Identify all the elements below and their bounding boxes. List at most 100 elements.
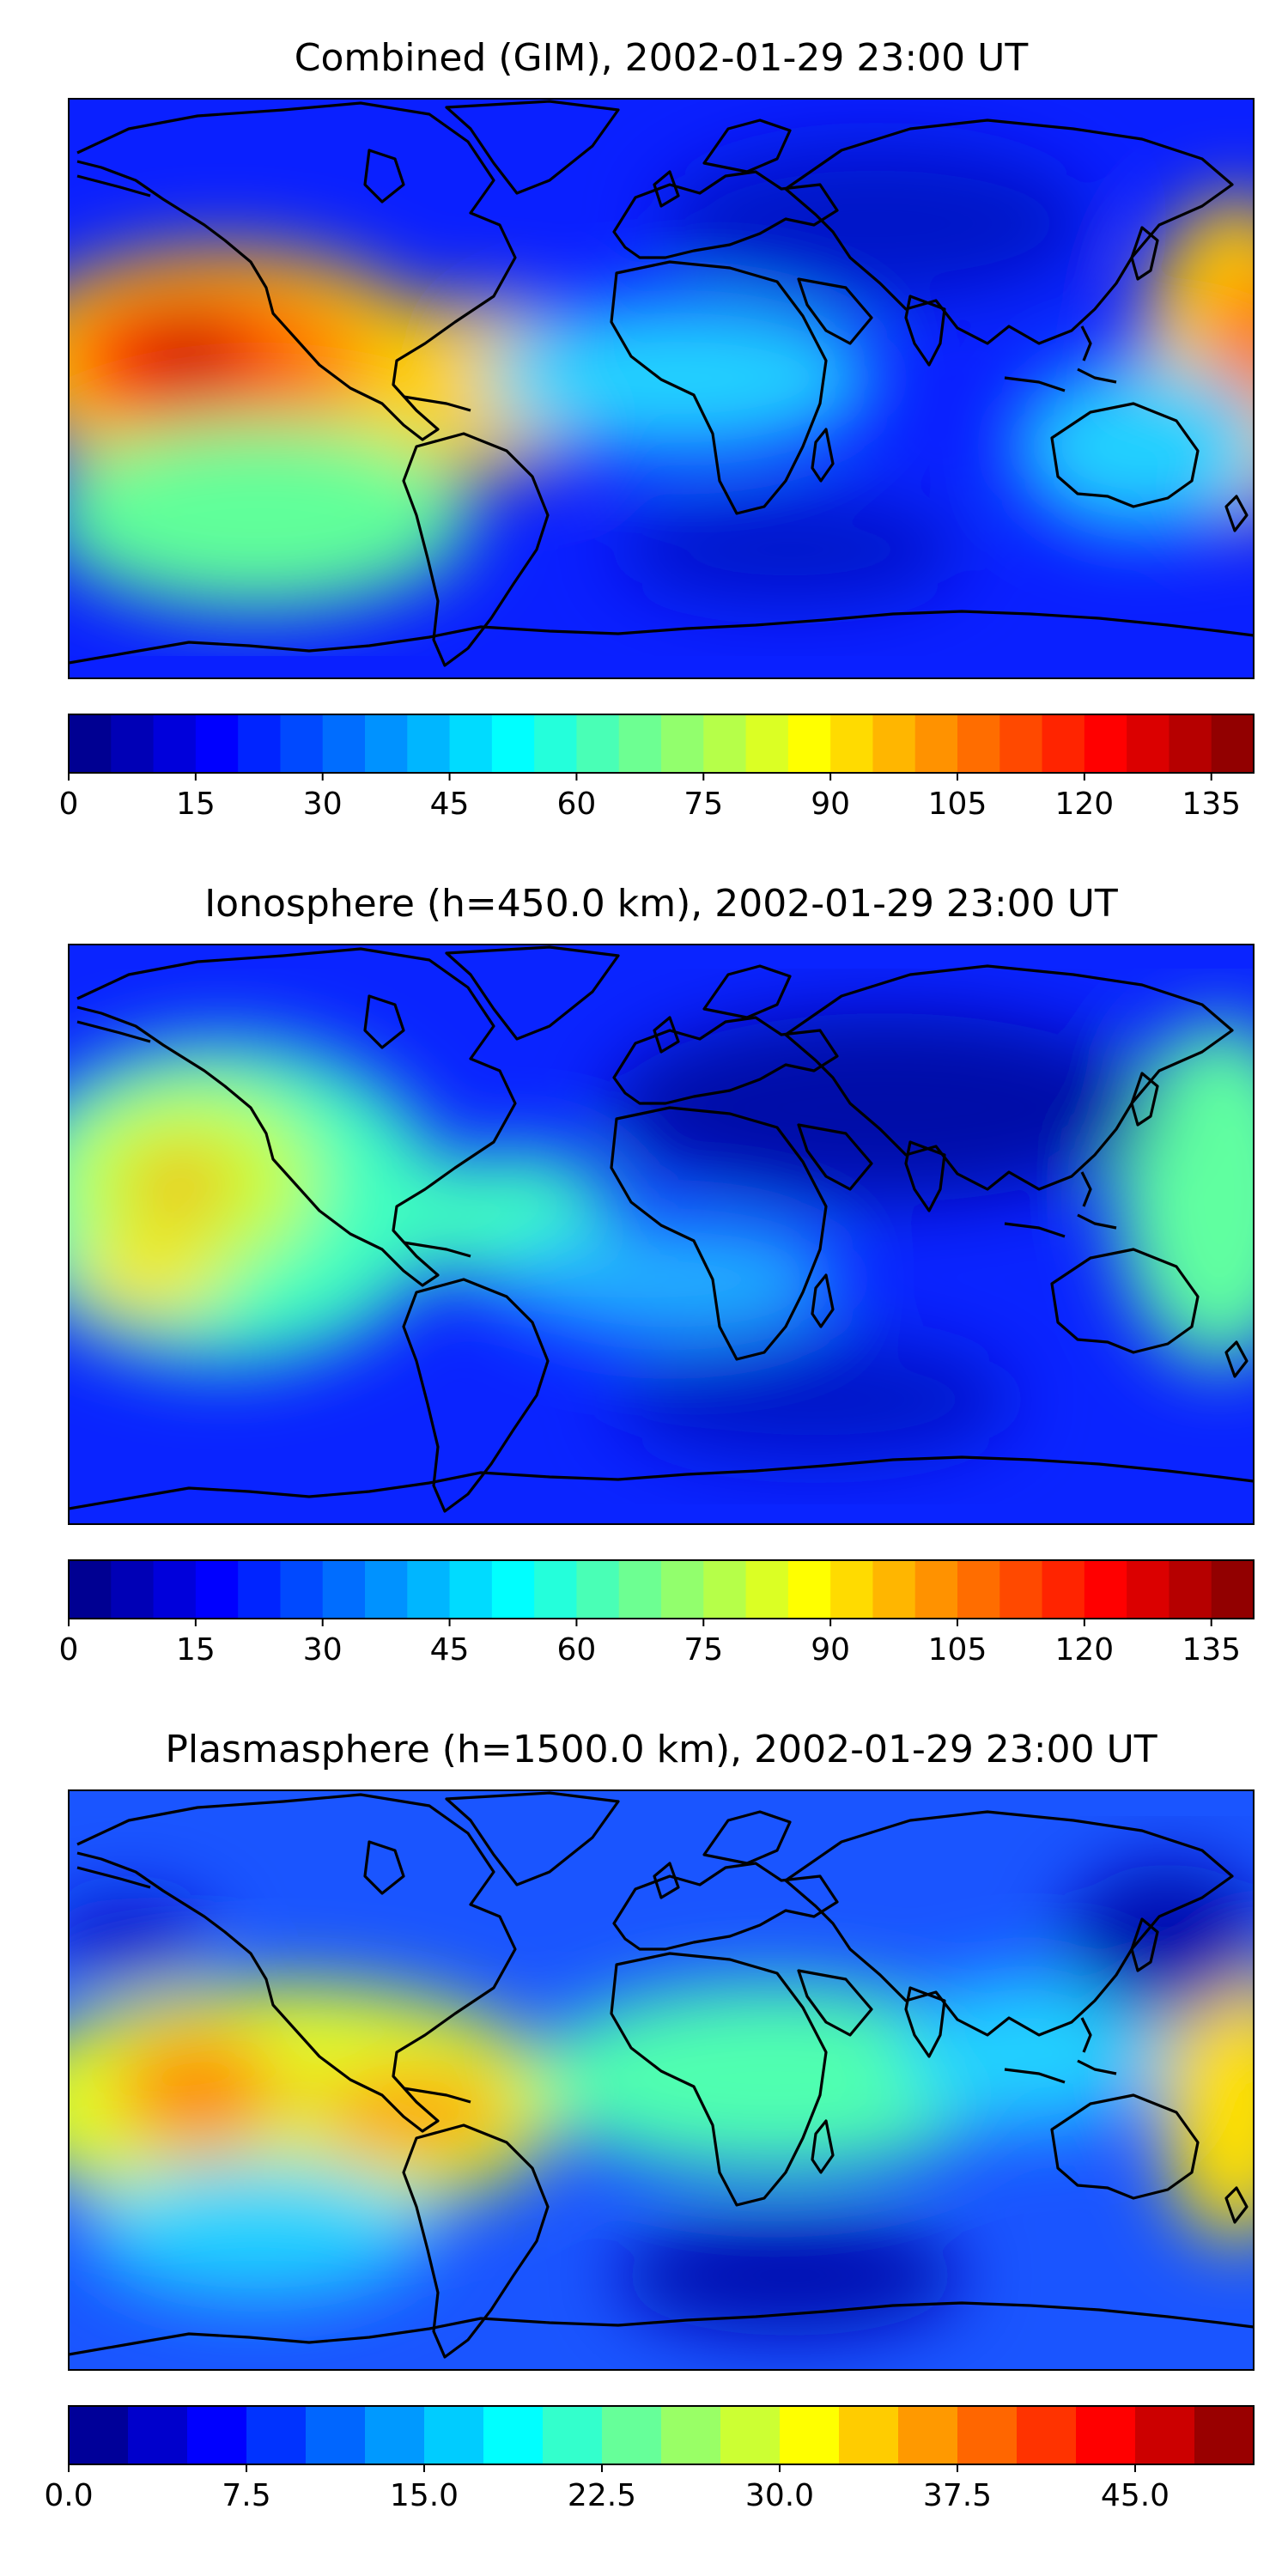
- combined-colorbar-tick-label: 105: [928, 787, 987, 822]
- ionosphere-colorbar-segment: [449, 1560, 493, 1619]
- combined-colorbar-segment: [1169, 714, 1212, 773]
- plasmasphere-colorbar-frame: [68, 2405, 1255, 2465]
- plasmasphere-colorbar-segment: [1076, 2406, 1136, 2464]
- combined-colorbar-segment: [872, 714, 916, 773]
- plasmasphere-map-title: Plasmasphere (h=1500.0 km), 2002-01-29 2…: [165, 1728, 1157, 1771]
- ionosphere-colorbar-segment: [957, 1560, 1000, 1619]
- combined-colorbar-segment: [195, 714, 239, 773]
- ionosphere-map-panel: Ionosphere (h=450.0 km), 2002-01-29 23:0…: [59, 882, 1255, 1668]
- combined-colorbar-segment: [238, 714, 282, 773]
- plasmasphere-colorbar-segment: [1135, 2406, 1195, 2464]
- combined-colorbar-segment: [322, 714, 366, 773]
- combined-colorbar-segment: [703, 714, 747, 773]
- combined-colorbar-segment: [69, 714, 112, 773]
- ionosphere-colorbar-segment: [534, 1560, 578, 1619]
- combined-colorbar-tick-label: 0: [59, 787, 79, 822]
- ionosphere-colorbar-segment: [703, 1560, 747, 1619]
- ionosphere-colorbar-tick-label: 15: [176, 1632, 216, 1668]
- combined-colorbar-segment: [491, 714, 535, 773]
- ionosphere-colorbar-segment: [576, 1560, 620, 1619]
- ionosphere-colorbar-tick-label: 90: [811, 1632, 850, 1668]
- combined-colorbar-segment: [618, 714, 662, 773]
- ionosphere-map-title: Ionosphere (h=450.0 km), 2002-01-29 23:0…: [204, 882, 1118, 926]
- ionosphere-colorbar-frame: [68, 1559, 1255, 1619]
- plasmasphere-colorbar-tick-label: 22.5: [568, 2478, 636, 2513]
- ionosphere-colorbar-segment: [365, 1560, 408, 1619]
- combined-colorbar-tick-label: 15: [176, 787, 216, 822]
- combined-map-field: [69, 99, 1254, 678]
- combined-colorbar-tick-label: 45: [430, 787, 470, 822]
- plasmasphere-colorbar-segment: [780, 2406, 840, 2464]
- plasmasphere-map-frame: [68, 1789, 1255, 2371]
- combined-colorbar-segment: [957, 714, 1000, 773]
- plasmasphere-colorbar-tick-label: 0.0: [44, 2478, 93, 2513]
- combined-colorbar-segment: [999, 714, 1043, 773]
- combined-colorbar-segment: [661, 714, 704, 773]
- plasmasphere-colorbar-tick-label: 30.0: [745, 2478, 814, 2513]
- combined-colorbar-tick-label: 60: [557, 787, 597, 822]
- combined-colorbar-tick-label: 135: [1182, 787, 1241, 822]
- combined-colorbar-frame: [68, 714, 1255, 774]
- combined-colorbar-segment: [914, 714, 958, 773]
- ionosphere-colorbar-segment: [1169, 1560, 1212, 1619]
- ionosphere-colorbar-tick-label: 45: [430, 1632, 470, 1668]
- combined-colorbar-segment: [576, 714, 620, 773]
- ionosphere-colorbar-segment: [238, 1560, 282, 1619]
- plasmasphere-colorbar-segment: [543, 2406, 603, 2464]
- ionosphere-colorbar-segment: [322, 1560, 366, 1619]
- ionosphere-colorbar-tick-label: 105: [928, 1632, 987, 1668]
- combined-colorbar-segment: [1084, 714, 1127, 773]
- combined-colorbar-segment: [787, 714, 831, 773]
- ionosphere-colorbar-segment: [153, 1560, 197, 1619]
- plasmasphere-colorbar-segment: [661, 2406, 721, 2464]
- ionosphere-colorbar-tick-label: 0: [59, 1632, 79, 1668]
- ionosphere-colorbar-segment: [745, 1560, 789, 1619]
- plasmasphere-colorbar: 0.0 7.5 15.0 22.5 30.0 37.5 45.0: [44, 2405, 1255, 2513]
- ionosphere-colorbar-segment: [999, 1560, 1043, 1619]
- ionosphere-colorbar-segment: [787, 1560, 831, 1619]
- combined-colorbar-tick-label: 120: [1054, 787, 1114, 822]
- combined-colorbar-segment: [534, 714, 578, 773]
- plasmasphere-colorbar-tick-label: 7.5: [222, 2478, 270, 2513]
- ionosphere-colorbar-segment: [1127, 1560, 1170, 1619]
- combined-map-panel: Combined (GIM), 2002-01-29 23:00 UT 0 15 3…: [59, 36, 1255, 822]
- plasmasphere-colorbar-tick-label: 45.0: [1101, 2478, 1170, 2513]
- plasmasphere-colorbar-segment: [128, 2406, 188, 2464]
- combined-map-frame: [68, 98, 1255, 679]
- plasmasphere-map-panel: Plasmasphere (h=1500.0 km), 2002-01-29 2…: [44, 1728, 1255, 2513]
- ionosphere-colorbar-segment: [111, 1560, 155, 1619]
- ionosphere-colorbar-segment: [195, 1560, 239, 1619]
- ionosphere-colorbar-segment: [1211, 1560, 1255, 1619]
- ionosphere-colorbar: 0 15 30 45 60 75 90 105 120 135: [59, 1559, 1255, 1668]
- plasmasphere-colorbar-segment: [424, 2406, 484, 2464]
- combined-colorbar-segment: [1127, 714, 1170, 773]
- ionosphere-colorbar-segment: [1042, 1560, 1085, 1619]
- combined-colorbar-segment: [745, 714, 789, 773]
- ionosphere-colorbar-segment: [1084, 1560, 1127, 1619]
- plasmasphere-map-field: [69, 1790, 1254, 2370]
- plasmasphere-colorbar-segment: [69, 2406, 129, 2464]
- combined-colorbar-tick-label: 75: [683, 787, 723, 822]
- ionosphere-colorbar-segment: [69, 1560, 112, 1619]
- combined-colorbar-segment: [1042, 714, 1085, 773]
- ionosphere-colorbar-segment: [407, 1560, 451, 1619]
- plasmasphere-colorbar-tick-label: 37.5: [923, 2478, 992, 2513]
- plasmasphere-colorbar-tick-label: 15.0: [390, 2478, 459, 2513]
- combined-colorbar-segment: [365, 714, 408, 773]
- ionosphere-colorbar-segment: [914, 1560, 958, 1619]
- combined-colorbar-tick-label: 30: [303, 787, 343, 822]
- ionosphere-map-field: [69, 945, 1254, 1524]
- plasmasphere-colorbar-segment: [1194, 2406, 1255, 2464]
- combined-map-title: Combined (GIM), 2002-01-29 23:00 UT: [295, 36, 1029, 80]
- ionosphere-colorbar-tick-label: 120: [1054, 1632, 1114, 1668]
- ionosphere-colorbar-segment: [280, 1560, 324, 1619]
- ionosphere-colorbar-segment: [830, 1560, 874, 1619]
- plasmasphere-colorbar-segment: [306, 2406, 366, 2464]
- combined-colorbar-segment: [407, 714, 451, 773]
- plasmasphere-colorbar-segment: [602, 2406, 662, 2464]
- combined-colorbar-segment: [449, 714, 493, 773]
- combined-colorbar: 0 15 30 45 60 75 90 105 120 135: [59, 714, 1255, 822]
- plasmasphere-colorbar-segment: [720, 2406, 781, 2464]
- combined-colorbar-segment: [280, 714, 324, 773]
